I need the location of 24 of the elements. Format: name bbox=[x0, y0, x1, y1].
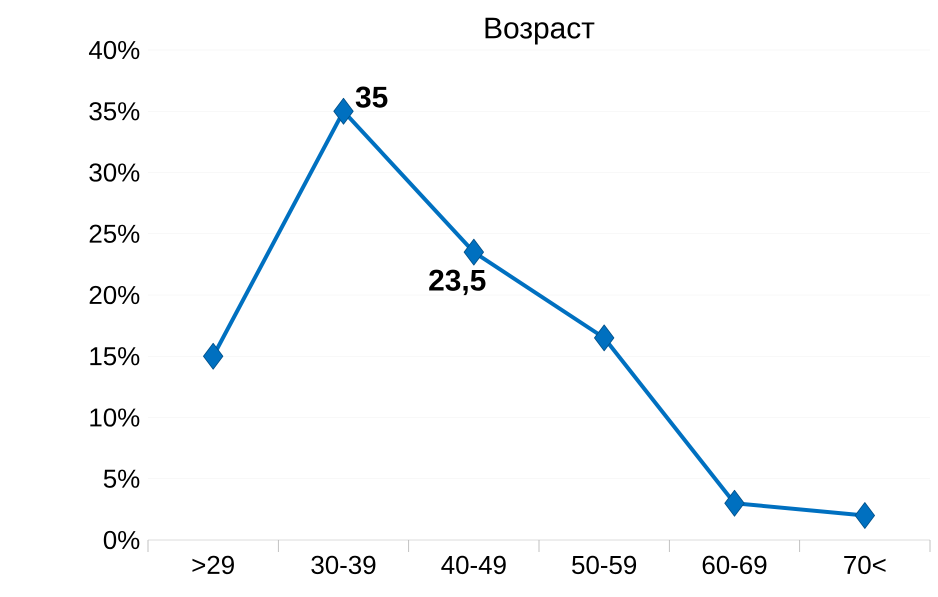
y-tick-label: 15% bbox=[90, 347, 140, 366]
chart-title: Возраст bbox=[486, 18, 594, 44]
point bbox=[724, 490, 745, 517]
point bbox=[594, 324, 614, 352]
y-tick-label: 20% bbox=[90, 286, 140, 304]
y-tick-label: 10% bbox=[90, 408, 140, 427]
y-tick-label: 40% bbox=[88, 40, 140, 60]
y-tick-label: 25% bbox=[90, 224, 140, 243]
x-tick-label: 50-59 bbox=[572, 556, 636, 574]
x-tick-label: 40-49 bbox=[441, 556, 506, 574]
y-tick-label: 5% bbox=[104, 470, 140, 488]
point bbox=[333, 98, 354, 125]
x-tick-label: >29 bbox=[192, 556, 234, 574]
x-tick-label: 30-39 bbox=[311, 556, 376, 574]
point bbox=[203, 342, 224, 370]
x-tick-label: 60-69 bbox=[702, 556, 766, 574]
data-label: 35 bbox=[356, 86, 388, 108]
point bbox=[854, 502, 875, 529]
data-label: 23,5 bbox=[429, 270, 486, 296]
point bbox=[464, 238, 484, 266]
y-tick-label: 30% bbox=[89, 163, 140, 182]
x-tick-label: 70< bbox=[844, 556, 886, 574]
y-tick-label: 35% bbox=[89, 102, 140, 120]
y-tick-label: 0% bbox=[104, 530, 140, 550]
